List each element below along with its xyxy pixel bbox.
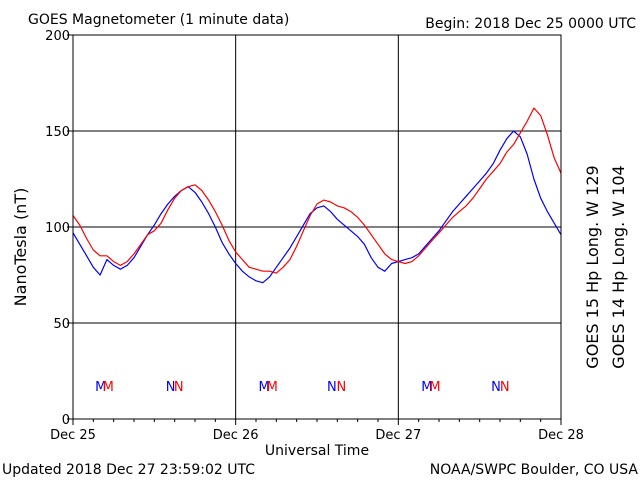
y-tick-label: 0 [62,413,70,428]
legend-goes14: GOES 14 Hp Long. W 104 [609,165,628,368]
y-tick-label: 50 [53,317,70,332]
begin-time: Begin: 2018 Dec 25 0000 UTC [425,16,636,32]
series-layer [72,107,562,284]
credit: NOAA/SWPC Boulder, CO USA [430,462,639,478]
y-tick-label: 100 [45,221,70,236]
chart-title: GOES Magnetometer (1 minute data) [28,12,289,28]
x-tick-label: Dec 25 [50,428,96,443]
legend-goes15: GOES 15 Hp Long. W 129 [583,165,602,368]
noon-marker: N [337,380,347,395]
grid [73,35,561,419]
noon-marker: N [174,380,184,395]
noon-marker: N [500,380,510,395]
y-axis-label: NanoTesla (nT) [11,188,30,307]
midnight-marker: M [267,380,278,395]
x-axis-label: Universal Time [265,443,369,459]
y-tick-label: 150 [45,125,70,140]
x-tick-label: Dec 27 [375,428,421,443]
updated-time: Updated 2018 Dec 27 23:59:02 UTC [2,462,255,478]
x-tick-label: Dec 28 [538,428,584,443]
noon-marker: N [491,380,501,395]
series-goes15-line [72,107,562,274]
midnight-marker: M [103,380,114,395]
y-tick-label: 200 [45,29,70,44]
midnight-marker: M [259,380,270,395]
series-goes14-line [72,130,562,284]
annotation-layer: MM NN MM N N MM N N [95,380,509,395]
midnight-marker: M [421,380,432,395]
midnight-marker: M [429,380,440,395]
noon-marker: N [166,380,176,395]
tick-layer: 0 50 100 150 200 Dec 25 Dec 26 Dec 27 Dec 28 [45,29,584,443]
noon-marker: N [327,380,337,395]
x-tick-label: Dec 26 [213,428,259,443]
midnight-marker: M [95,380,106,395]
